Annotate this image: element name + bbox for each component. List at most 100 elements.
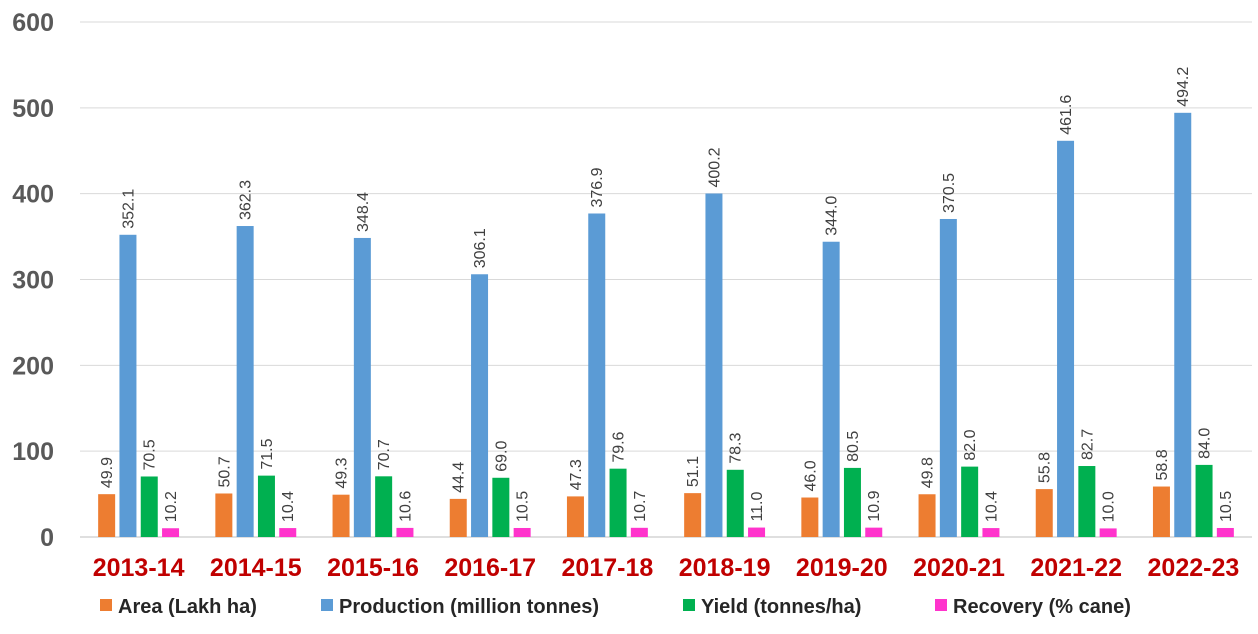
bar-recovery	[982, 528, 1000, 537]
data-label: 400.2	[706, 147, 723, 187]
data-label: 348.4	[355, 192, 372, 232]
bar-yield	[609, 468, 627, 537]
data-label: 71.5	[259, 438, 276, 469]
bar-area	[918, 494, 936, 537]
bar-production	[705, 193, 723, 537]
bar-yield	[257, 475, 275, 537]
x-axis: 2013-14 2014-15 2015-16 2016-17 2017-18 2018-…	[93, 554, 1240, 582]
data-label: 55.8	[1037, 452, 1054, 483]
data-label: 51.1	[685, 456, 702, 487]
data-label: 10.6	[397, 491, 414, 522]
data-label: 10.0	[1101, 491, 1118, 522]
bar-yield	[1195, 464, 1213, 537]
data-label: 46.0	[802, 460, 819, 491]
data-label: 362.3	[238, 180, 255, 220]
legend[interactable]: Area (Lakh ha) Production (million tonnes…	[100, 596, 1131, 618]
x-tick-label: 2022-23	[1148, 554, 1240, 582]
bar-recovery	[396, 527, 414, 537]
x-tick-label: 2017-18	[562, 554, 654, 582]
data-label: 47.3	[568, 459, 585, 490]
legend-label: Area (Lakh ha)	[118, 596, 257, 618]
legend-label: Yield (tonnes/ha)	[701, 596, 861, 618]
data-label: 84.0	[1197, 428, 1214, 459]
bar-production	[1174, 112, 1192, 537]
bar-yield	[961, 466, 979, 537]
bar-production	[471, 274, 489, 537]
y-tick-label: 0	[40, 524, 54, 552]
data-label: 11.0	[749, 492, 766, 522]
bar-recovery	[162, 528, 180, 537]
bar-area	[801, 497, 819, 537]
bar-area	[215, 493, 233, 537]
x-tick-label: 2014-15	[210, 554, 302, 582]
y-tick-label: 300	[12, 267, 54, 295]
y-tick-label: 500	[12, 95, 54, 123]
data-label: 10.5	[515, 491, 532, 522]
bar-yield	[843, 467, 861, 537]
data-label: 44.4	[451, 462, 468, 493]
bar-production	[588, 213, 606, 537]
data-label: 352.1	[120, 189, 137, 229]
x-tick-label: 2020-21	[913, 554, 1005, 582]
bar-yield	[726, 469, 744, 537]
x-tick-label: 2018-19	[679, 554, 771, 582]
legend-swatch	[935, 599, 947, 611]
x-tick-label: 2015-16	[327, 554, 419, 582]
y-axis: 0 100 200 300 400 500 600	[12, 9, 54, 552]
legend-item[interactable]: Yield (tonnes/ha)	[683, 596, 861, 618]
bar-production	[1057, 140, 1075, 537]
legend-swatch	[321, 599, 333, 611]
bar-yield	[375, 476, 393, 537]
data-label: 49.9	[99, 457, 116, 488]
bar-area	[684, 493, 702, 537]
bar-production	[939, 218, 957, 538]
data-label: 10.2	[163, 491, 180, 522]
x-tick-label: 2019-20	[796, 554, 888, 582]
bar-area	[1152, 486, 1170, 537]
bar-recovery	[748, 527, 766, 537]
legend-label: Recovery (% cane)	[953, 596, 1131, 618]
data-label: 10.4	[983, 491, 1000, 522]
legend-item[interactable]: Recovery (% cane)	[935, 596, 1131, 618]
legend-item[interactable]: Area (Lakh ha)	[100, 596, 257, 618]
data-label: 494.2	[1175, 67, 1192, 107]
x-tick-label: 2021-22	[1030, 554, 1122, 582]
bar-yield	[140, 476, 158, 537]
legend-swatch	[683, 599, 695, 611]
data-label: 82.7	[1079, 429, 1096, 460]
bar-production	[822, 241, 840, 537]
bar-recovery	[865, 527, 883, 537]
data-label: 69.0	[493, 441, 510, 472]
data-label: 376.9	[589, 167, 606, 207]
legend-item[interactable]: Production (million tonnes)	[321, 596, 599, 618]
bar-recovery	[513, 527, 531, 537]
legend-swatch	[100, 599, 112, 611]
bar-area	[332, 494, 350, 537]
data-label: 49.3	[334, 457, 351, 488]
bar-yield	[492, 477, 510, 537]
data-label: 10.4	[280, 491, 297, 522]
x-tick-label: 2013-14	[93, 554, 185, 582]
bar-production	[353, 237, 371, 537]
bars	[98, 112, 1234, 538]
bar-recovery	[630, 527, 648, 537]
data-label: 80.5	[845, 431, 862, 462]
data-label: 70.7	[376, 439, 393, 470]
data-label: 79.6	[611, 431, 628, 462]
y-tick-label: 400	[12, 181, 54, 209]
data-label: 10.5	[1218, 491, 1235, 522]
bar-recovery	[1099, 528, 1117, 537]
data-label: 70.5	[142, 439, 159, 470]
bar-production	[119, 234, 137, 538]
data-label: 49.8	[920, 457, 937, 488]
bar-production	[236, 226, 254, 538]
bar-area	[98, 494, 116, 537]
bar-area	[449, 498, 467, 537]
data-label: 10.9	[866, 490, 883, 521]
data-label: 82.0	[962, 429, 979, 460]
bar-area	[1035, 489, 1053, 537]
gridlines	[80, 21, 1252, 538]
y-tick-label: 600	[12, 9, 54, 37]
bar-recovery	[1216, 527, 1234, 537]
